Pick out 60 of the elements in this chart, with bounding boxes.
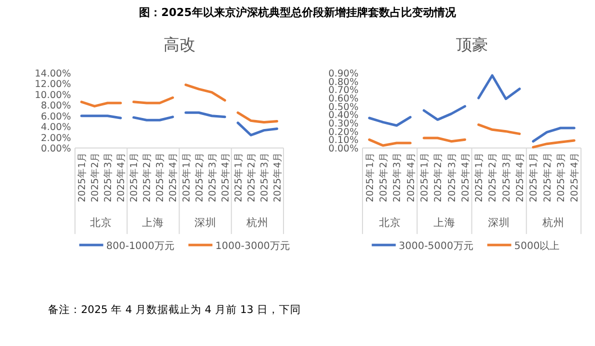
- text: 备注：2025 年 4 月数据截止为 4 月前 13 日，下同: [48, 303, 301, 316]
- x-tick-label: 2025年3月: [206, 152, 218, 202]
- x-tick-label: 2025年1月: [528, 152, 540, 202]
- y-tick-label: 12.00%: [34, 79, 71, 90]
- text: 北京: [90, 216, 112, 229]
- x-tick-label: 2025年2月: [377, 152, 390, 202]
- text: 北京: [378, 216, 401, 229]
- legend-label: 1000-3000万元: [215, 241, 290, 252]
- x-tick-label: 2025年1月: [128, 152, 140, 202]
- y-tick-label: 0.00%: [328, 144, 358, 154]
- x-tick-label: 2025年4月: [404, 152, 417, 202]
- y-tick-label: 4.00%: [40, 122, 71, 134]
- x-tick-label: 2025年2月: [193, 152, 206, 202]
- x-tick-label: 2025年2月: [432, 152, 444, 202]
- x-tick-label: 2025年4月: [167, 152, 180, 202]
- x-tick-label: 2025年1月: [76, 152, 88, 202]
- x-tick-label: 2025年1月: [364, 152, 376, 202]
- x-tick-label: 2025年3月: [555, 152, 568, 202]
- x-tick-label: 2025年4月: [459, 152, 472, 202]
- x-tick-label: 2025年3月: [500, 152, 512, 202]
- text: 杭州: [542, 216, 565, 229]
- x-tick-label: 2025年2月: [245, 152, 258, 202]
- legend-label: 3000-5000万元: [398, 241, 474, 252]
- x-tick-label: 2025年3月: [102, 152, 114, 202]
- legend-label: 800-1000万元: [106, 241, 174, 252]
- x-tick-label: 2025年3月: [258, 152, 270, 202]
- x-tick-label: 2025年4月: [219, 152, 232, 202]
- x-tick-label: 2025年3月: [154, 152, 166, 202]
- x-tick-label: 2025年1月: [180, 152, 192, 202]
- x-tick-label: 2025年4月: [271, 152, 284, 202]
- x-tick-label: 2025年3月: [391, 152, 404, 202]
- x-tick-label: 2025年1月: [418, 152, 430, 202]
- x-tick-label: 2025年2月: [89, 152, 102, 202]
- y-tick-label: 0.60%: [328, 94, 358, 104]
- chart-title: 顶豪: [456, 35, 488, 54]
- x-tick-label: 2025年4月: [115, 152, 128, 202]
- text: 上海: [142, 216, 164, 229]
- y-tick-label: 14.00%: [34, 68, 71, 80]
- chart-title: 图：2025年以来京沪深杭典型总价段新增挂牌套数占比变动情况: [139, 6, 457, 19]
- x-tick-label: 2025年2月: [541, 152, 554, 202]
- text: 深圳: [194, 216, 216, 229]
- x-tick-label: 2025年1月: [473, 152, 486, 202]
- y-tick-label: 2.00%: [40, 132, 71, 144]
- legend-label: 5000以上: [514, 240, 560, 252]
- y-tick-label: 0.90%: [328, 68, 358, 80]
- x-tick-label: 2025年4月: [514, 152, 526, 202]
- x-tick-label: 2025年2月: [486, 152, 499, 202]
- x-tick-label: 2025年2月: [141, 152, 154, 202]
- text: 杭州: [245, 216, 268, 229]
- text: 深圳: [488, 216, 510, 229]
- chart-subtitle: 高改: [163, 35, 196, 54]
- x-tick-label: 2025年1月: [232, 152, 244, 202]
- x-tick-label: 2025年3月: [446, 152, 458, 202]
- y-tick-label: 0.30%: [328, 118, 358, 130]
- y-tick-label: 0.00%: [40, 144, 71, 154]
- y-tick-label: 10.00%: [34, 90, 71, 101]
- x-tick-label: 2025年4月: [568, 152, 581, 202]
- y-tick-label: 6.00%: [40, 111, 71, 122]
- text: 上海: [433, 216, 456, 229]
- y-tick-label: 8.00%: [40, 100, 71, 112]
